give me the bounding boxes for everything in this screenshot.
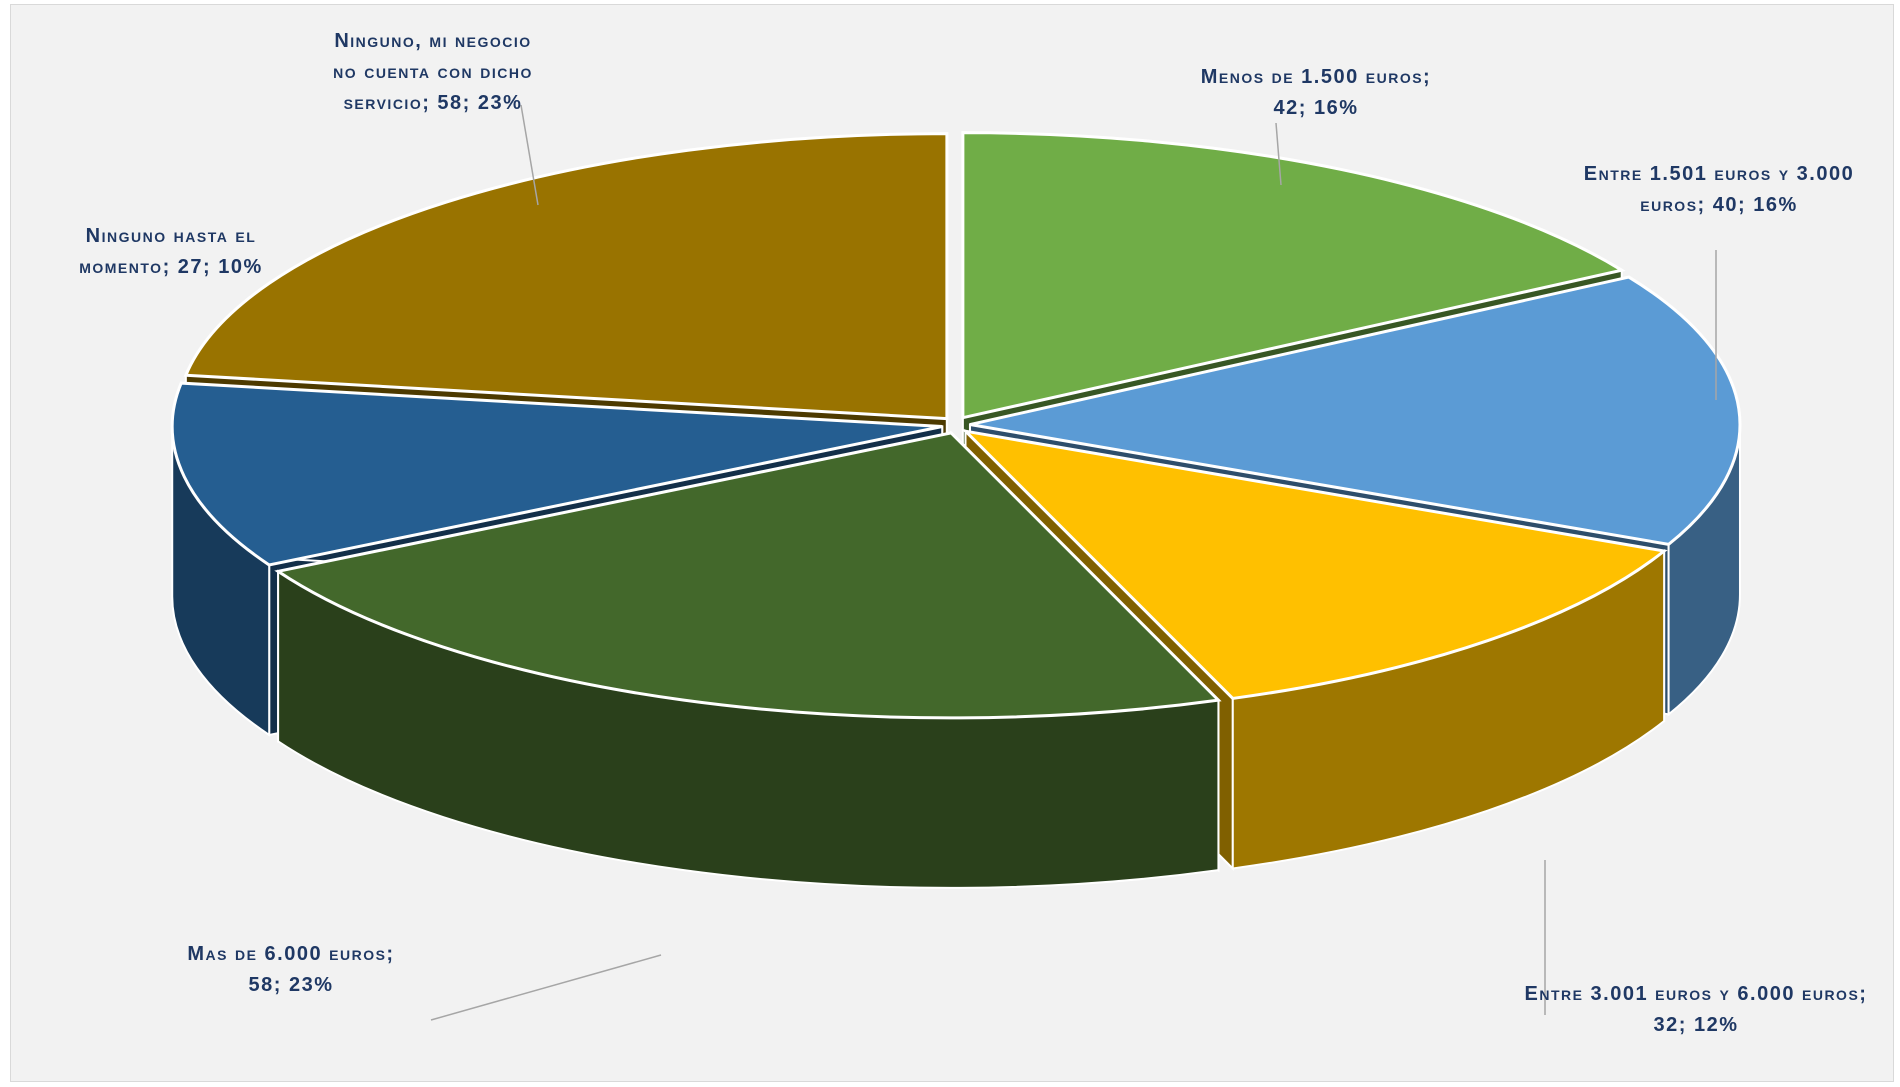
- leader-line: [1275, 122, 1282, 186]
- data-label-line: 42; 16%: [1274, 97, 1359, 119]
- data-label-line: Ninguno, mi negocio: [334, 30, 531, 52]
- data-label: Entre 3.001 euros y 6.000 euros; 32; 12%: [1525, 983, 1868, 1036]
- pie-slice-2: [969, 275, 1742, 546]
- pie-slice-4: [274, 431, 1222, 720]
- pie-tops: [170, 131, 1742, 720]
- data-label-line: Entre 1.501 euros y 3.000: [1584, 163, 1854, 185]
- data-label-line: no cuenta con dicho: [333, 61, 533, 83]
- data-label-line: 58; 23%: [249, 974, 334, 996]
- pie-slice-5: [170, 381, 943, 567]
- leader-line: [430, 954, 662, 1021]
- pie-slice-6: [183, 132, 949, 421]
- pie-chart: Menos de 1.500 euros; 42; 16% Entre 1.501 …: [79, 30, 1868, 1036]
- data-label-line: Menos de 1.500 euros;: [1201, 66, 1431, 88]
- data-label-line: momento; 27; 10%: [79, 256, 263, 278]
- pie-slice-1: [961, 131, 1626, 420]
- data-label: Ninguno, mi negocio no cuenta con dicho se…: [333, 30, 533, 114]
- data-label: Ninguno hasta el momento; 27; 10%: [79, 225, 263, 278]
- data-label-line: Ninguno hasta el: [86, 225, 257, 247]
- pie-labels: Menos de 1.500 euros; 42; 16% Entre 1.501 …: [79, 30, 1868, 1036]
- data-label: Entre 1.501 euros y 3.000 euros; 40; 16%: [1584, 163, 1854, 216]
- chart-frame: Menos de 1.500 euros; 42; 16% Entre 1.501 …: [10, 4, 1894, 1082]
- data-label-line: 32; 12%: [1654, 1014, 1739, 1036]
- data-label: Mas de 6.000 euros; 58; 23%: [187, 943, 394, 996]
- data-label-line: euros; 40; 16%: [1640, 194, 1798, 216]
- data-label-line: Entre 3.001 euros y 6.000 euros;: [1525, 983, 1868, 1005]
- data-label-line: Mas de 6.000 euros;: [187, 943, 394, 965]
- leader-line: [520, 104, 539, 206]
- data-label: Menos de 1.500 euros; 42; 16%: [1201, 66, 1431, 119]
- pie-slice-3: [961, 428, 1668, 701]
- data-label-line: servicio; 58; 23%: [344, 92, 523, 114]
